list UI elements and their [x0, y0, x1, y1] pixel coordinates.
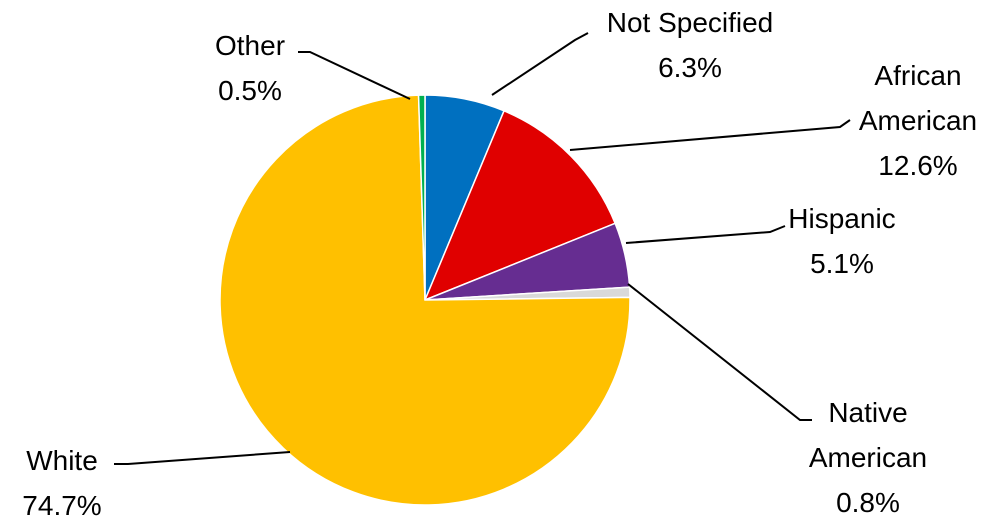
slice-name-label-native-american: American: [809, 442, 927, 473]
slice-name-label-native-american: Native: [828, 397, 907, 428]
leader-line-other: [298, 51, 411, 100]
slice-value-label-african-american: 12.6%: [878, 150, 957, 181]
slice-labels: Not Specified 6.3% African American 12.6% His…: [22, 7, 977, 517]
pie-slice-other: [417, 94, 426, 301]
slice-name-label-not-specified: Not Specified: [607, 7, 774, 38]
slice-name-label-white: White: [26, 445, 98, 476]
leader-line-not-specified: [491, 32, 589, 96]
slice-name-label-hispanic: Hispanic: [788, 203, 895, 234]
slice-value-label-not-specified: 6.3%: [658, 52, 722, 83]
slice-value-label-native-american: 0.8%: [836, 487, 900, 517]
pie-slices: [219, 94, 631, 506]
leader-line-native-american: [627, 283, 812, 421]
slice-value-label-hispanic: 5.1%: [810, 248, 874, 279]
pie-slice-white: [219, 94, 631, 506]
leader-line-white: [114, 451, 291, 465]
leader-lines: [114, 32, 851, 465]
pie-slice-african-american: [423, 109, 617, 302]
slice-value-label-other: 0.5%: [218, 75, 282, 106]
leader-line-hispanic: [625, 225, 786, 244]
leader-line-african-american: [569, 119, 851, 151]
slice-name-label-other: Other: [215, 30, 285, 61]
slice-value-label-white: 74.7%: [22, 490, 101, 517]
slice-name-label-african-american: American: [859, 105, 977, 136]
slice-name-label-african-american: African: [874, 60, 961, 91]
